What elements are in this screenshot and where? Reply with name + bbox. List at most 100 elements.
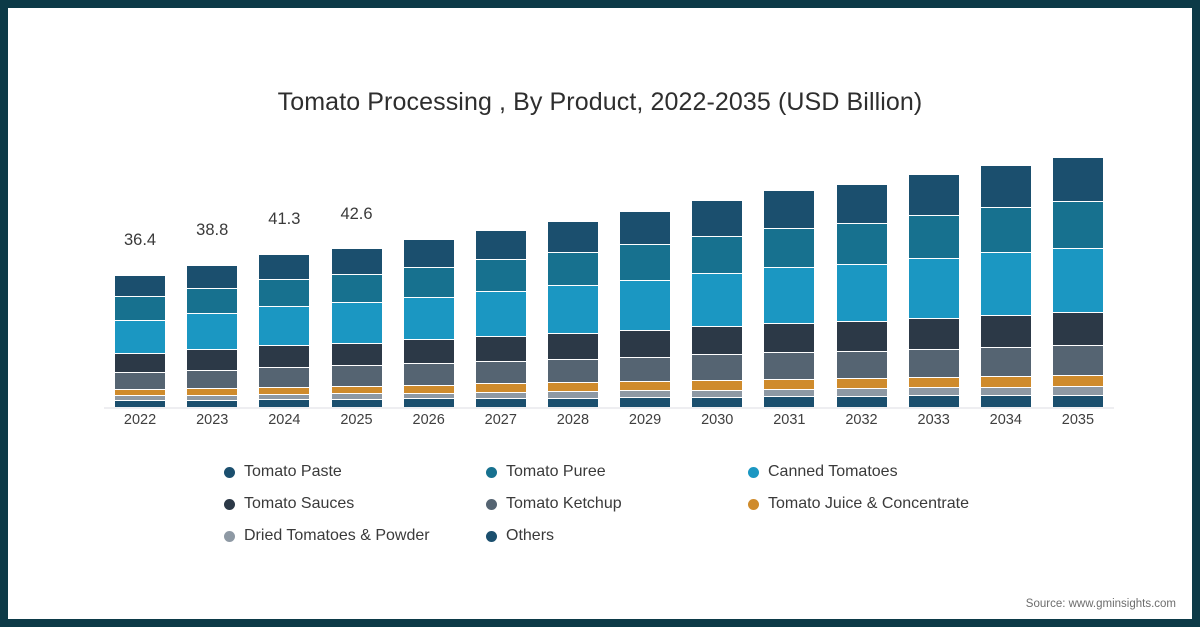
bar-segment[interactable] bbox=[764, 396, 815, 408]
bar-segment[interactable] bbox=[475, 259, 526, 292]
bar-column[interactable] bbox=[187, 246, 238, 408]
bar-column[interactable] bbox=[115, 256, 166, 408]
bar-segment[interactable] bbox=[259, 253, 310, 280]
bar-segment[interactable] bbox=[259, 393, 310, 400]
bar-segment[interactable] bbox=[1052, 200, 1103, 248]
bar-segment[interactable] bbox=[908, 174, 959, 215]
bar-segment[interactable] bbox=[836, 395, 887, 408]
bar-segment[interactable] bbox=[403, 398, 454, 408]
bar-segment[interactable] bbox=[836, 388, 887, 396]
bar-segment[interactable] bbox=[620, 390, 671, 398]
bar-segment[interactable] bbox=[1052, 386, 1103, 395]
bar-segment[interactable] bbox=[620, 244, 671, 280]
bar-segment[interactable] bbox=[764, 190, 815, 228]
bar-segment[interactable] bbox=[836, 222, 887, 264]
bar-segment[interactable] bbox=[1052, 374, 1103, 387]
bar-segment[interactable] bbox=[115, 319, 166, 353]
bar-segment[interactable] bbox=[692, 235, 743, 274]
bar-segment[interactable] bbox=[187, 348, 238, 370]
bar-segment[interactable] bbox=[692, 396, 743, 408]
bar-column[interactable] bbox=[475, 213, 526, 408]
bar-segment[interactable] bbox=[115, 395, 166, 401]
bar-segment[interactable] bbox=[115, 400, 166, 408]
bar-column[interactable] bbox=[980, 156, 1031, 408]
bar-segment[interactable] bbox=[331, 398, 382, 408]
bar-column[interactable] bbox=[547, 205, 598, 408]
bar-segment[interactable] bbox=[331, 273, 382, 303]
bar-segment[interactable] bbox=[980, 346, 1031, 376]
bar-segment[interactable] bbox=[620, 211, 671, 245]
bar-segment[interactable] bbox=[475, 336, 526, 362]
bar-segment[interactable] bbox=[764, 323, 815, 353]
bar-segment[interactable] bbox=[764, 388, 815, 397]
legend-item[interactable]: Tomato Paste bbox=[224, 463, 486, 481]
legend-item[interactable]: Others bbox=[486, 527, 748, 545]
legend-item[interactable]: Canned Tomatoes bbox=[748, 463, 1024, 481]
bar-segment[interactable] bbox=[980, 375, 1031, 387]
bar-segment[interactable] bbox=[764, 378, 815, 389]
bar-segment[interactable] bbox=[764, 352, 815, 379]
legend-item[interactable]: Tomato Ketchup bbox=[486, 495, 748, 513]
bar-segment[interactable] bbox=[475, 361, 526, 384]
bar-segment[interactable] bbox=[187, 394, 238, 400]
bar-segment[interactable] bbox=[620, 330, 671, 357]
bar-segment[interactable] bbox=[547, 220, 598, 252]
bar-segment[interactable] bbox=[692, 379, 743, 390]
bar-segment[interactable] bbox=[1052, 247, 1103, 313]
bar-segment[interactable] bbox=[475, 291, 526, 337]
bar-segment[interactable] bbox=[836, 263, 887, 321]
bar-segment[interactable] bbox=[692, 354, 743, 380]
bar-column[interactable] bbox=[403, 221, 454, 408]
bar-segment[interactable] bbox=[692, 389, 743, 397]
bar-segment[interactable] bbox=[115, 274, 166, 297]
bar-segment[interactable] bbox=[1052, 156, 1103, 201]
legend-item[interactable]: Tomato Juice & Concentrate bbox=[748, 495, 1024, 513]
bar-segment[interactable] bbox=[403, 266, 454, 297]
bar-segment[interactable] bbox=[980, 207, 1031, 253]
bar-segment[interactable] bbox=[692, 273, 743, 327]
bar-segment[interactable] bbox=[331, 302, 382, 343]
bar-segment[interactable] bbox=[620, 397, 671, 408]
bar-segment[interactable] bbox=[187, 387, 238, 395]
bar-segment[interactable] bbox=[836, 320, 887, 352]
bar-segment[interactable] bbox=[908, 377, 959, 388]
bar-segment[interactable] bbox=[331, 385, 382, 394]
bar-segment[interactable] bbox=[908, 387, 959, 396]
bar-segment[interactable] bbox=[836, 351, 887, 379]
bar-column[interactable] bbox=[1052, 148, 1103, 408]
bar-segment[interactable] bbox=[115, 352, 166, 373]
bar-segment[interactable] bbox=[403, 384, 454, 393]
legend-item[interactable]: Tomato Puree bbox=[486, 463, 748, 481]
bar-segment[interactable] bbox=[764, 267, 815, 324]
bar-segment[interactable] bbox=[980, 252, 1031, 315]
bar-segment[interactable] bbox=[908, 348, 959, 378]
bar-segment[interactable] bbox=[403, 296, 454, 340]
bar-segment[interactable] bbox=[980, 164, 1031, 208]
bar-segment[interactable] bbox=[620, 356, 671, 382]
bar-segment[interactable] bbox=[259, 345, 310, 367]
bar-segment[interactable] bbox=[1052, 345, 1103, 375]
bar-segment[interactable] bbox=[547, 391, 598, 398]
bar-segment[interactable] bbox=[692, 326, 743, 355]
bar-segment[interactable] bbox=[620, 381, 671, 391]
bar-segment[interactable] bbox=[620, 279, 671, 331]
bar-segment[interactable] bbox=[908, 214, 959, 259]
bar-segment[interactable] bbox=[980, 395, 1031, 408]
bar-segment[interactable] bbox=[403, 392, 454, 399]
bar-segment[interactable] bbox=[259, 399, 310, 408]
bar-segment[interactable] bbox=[908, 317, 959, 349]
bar-segment[interactable] bbox=[1052, 394, 1103, 408]
bar-column[interactable] bbox=[692, 187, 743, 408]
bar-segment[interactable] bbox=[980, 314, 1031, 347]
bar-segment[interactable] bbox=[547, 359, 598, 383]
bar-segment[interactable] bbox=[331, 393, 382, 399]
bar-segment[interactable] bbox=[187, 399, 238, 408]
bar-segment[interactable] bbox=[475, 230, 526, 260]
bar-segment[interactable] bbox=[547, 397, 598, 408]
bar-segment[interactable] bbox=[187, 287, 238, 313]
bar-column[interactable] bbox=[764, 178, 815, 408]
bar-segment[interactable] bbox=[403, 339, 454, 364]
bar-column[interactable] bbox=[908, 163, 959, 408]
bar-segment[interactable] bbox=[331, 247, 382, 274]
bar-segment[interactable] bbox=[980, 386, 1031, 396]
